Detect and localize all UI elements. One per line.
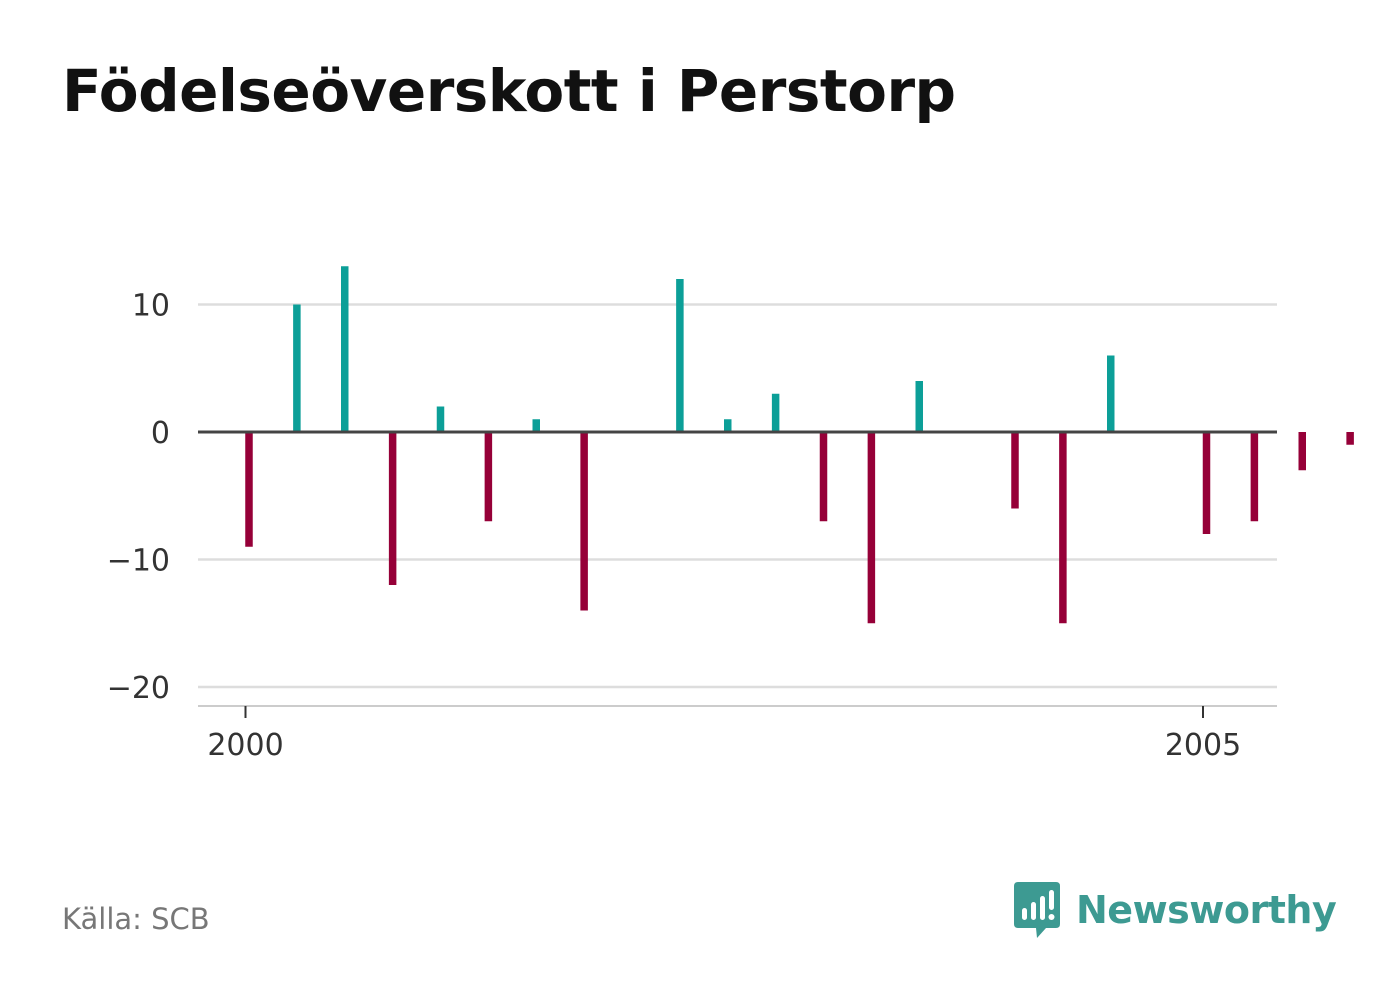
bar-positive — [293, 304, 301, 432]
bar-positive — [341, 266, 349, 432]
bars — [245, 266, 1354, 624]
brand-name: Newsworthy — [1076, 888, 1337, 932]
brand-logo[interactable]: Newsworthy — [1012, 880, 1337, 940]
bar-positive — [915, 381, 923, 432]
bar-negative — [245, 432, 253, 547]
y-tick-label: 10 — [132, 289, 170, 324]
bar-positive — [676, 279, 684, 432]
y-axis-ticks: 10 0 −10 −20 — [107, 289, 170, 707]
newsworthy-logo-icon — [1014, 882, 1060, 938]
bar-negative — [819, 432, 828, 522]
bar-positive — [436, 406, 445, 432]
bar-positive — [532, 419, 540, 432]
x-tick-label: 2000 — [207, 728, 283, 763]
bar-negative — [867, 432, 876, 624]
x-axis: 200020052010201520202025 — [198, 705, 1277, 763]
source-credit: Källa: SCB — [62, 902, 210, 936]
gridlines — [198, 303, 1277, 689]
bar-negative — [1346, 432, 1354, 445]
bar-positive — [1107, 355, 1115, 432]
bar-negative — [1059, 432, 1067, 624]
x-tick-label: 2005 — [1165, 728, 1241, 763]
bar-negative — [388, 432, 397, 585]
bar-negative — [484, 432, 493, 522]
chart-title: Födelseöverskott i Perstorp — [62, 57, 956, 125]
bar-negative — [1298, 432, 1306, 471]
y-tick-label: −10 — [107, 544, 170, 579]
bar-negative — [580, 432, 588, 611]
bar-positive — [771, 393, 780, 432]
y-tick-label: −20 — [107, 671, 170, 706]
y-tick-label: 0 — [151, 416, 170, 451]
bar-negative — [1011, 432, 1019, 509]
bar-positive — [724, 419, 732, 432]
bar-negative — [1202, 432, 1211, 534]
bar-negative — [1250, 432, 1259, 522]
